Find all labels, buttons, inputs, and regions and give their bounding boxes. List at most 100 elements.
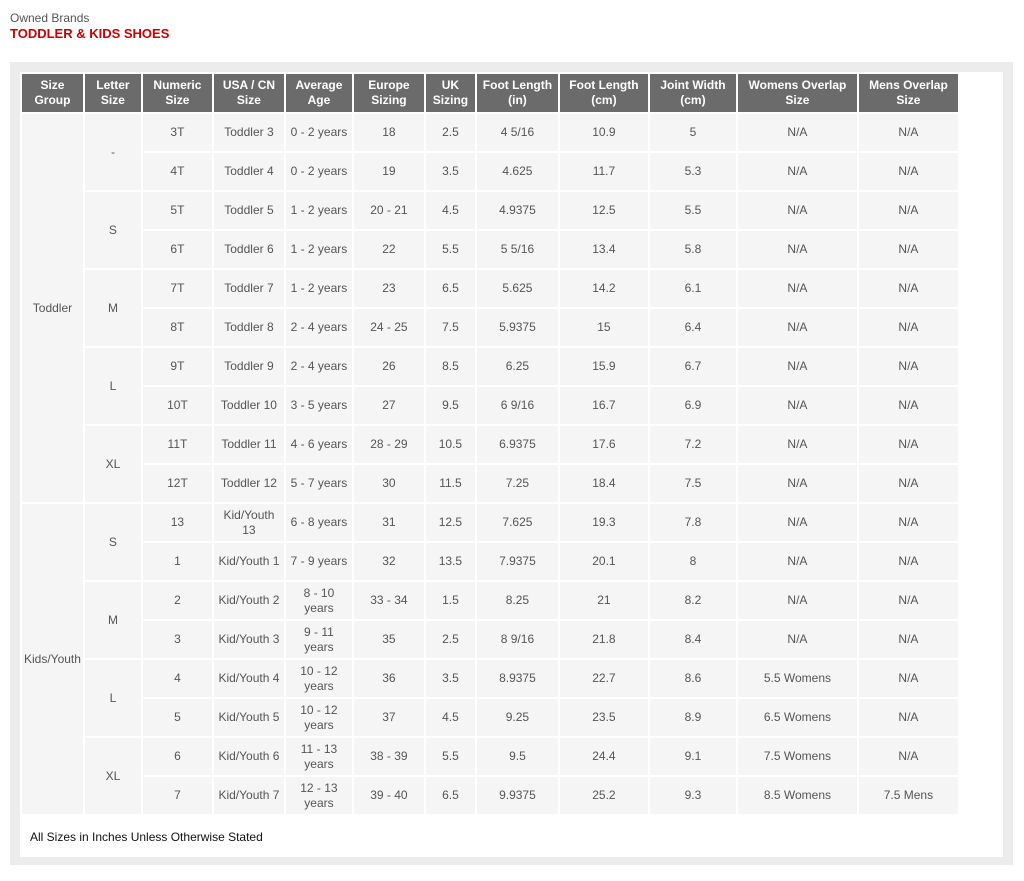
table-cell: N/A	[858, 231, 958, 268]
column-header: Foot Length (cm)	[559, 74, 648, 112]
size-group-cell: Toddler	[22, 114, 83, 502]
table-cell: 7	[142, 777, 212, 814]
table-cell: 0 - 2 years	[285, 153, 352, 190]
table-cell: 10 - 12 years	[285, 660, 352, 697]
table-cell: Kid/Youth 7	[213, 777, 284, 814]
table-cell: N/A	[858, 621, 958, 658]
table-cell: N/A	[858, 699, 958, 736]
table-cell: 25.2	[559, 777, 648, 814]
table-cell: 5.5	[649, 192, 736, 229]
table-cell: 5.9375	[476, 309, 558, 346]
table-cell: N/A	[737, 270, 857, 307]
table-cell: 10.9	[559, 114, 648, 151]
table-cell: 6.4	[649, 309, 736, 346]
table-cell: Toddler 9	[213, 348, 284, 385]
table-cell: 1 - 2 years	[285, 270, 352, 307]
table-cell: 5.5	[425, 738, 475, 775]
table-cell: 5.5	[425, 231, 475, 268]
table-cell: 8.4	[649, 621, 736, 658]
table-cell: 3 - 5 years	[285, 387, 352, 424]
table-cell: 15.9	[559, 348, 648, 385]
table-cell: 21	[559, 582, 648, 619]
table-cell: Toddler 12	[213, 465, 284, 502]
table-cell: 5	[142, 699, 212, 736]
table-cell: N/A	[858, 387, 958, 424]
table-cell: Toddler 5	[213, 192, 284, 229]
column-header: Europe Sizing	[353, 74, 424, 112]
brand-label: Owned Brands	[10, 11, 90, 25]
table-cell: 8 - 10 years	[285, 582, 352, 619]
table-cell: Toddler 10	[213, 387, 284, 424]
table-cell: 5 5/16	[476, 231, 558, 268]
table-cell: 8.9375	[476, 660, 558, 697]
table-cell: 4	[142, 660, 212, 697]
table-cell: 12.5	[425, 504, 475, 541]
letter-size-cell: -	[84, 114, 141, 190]
table-cell: Toddler 6	[213, 231, 284, 268]
table-cell: 4 5/16	[476, 114, 558, 151]
table-cell: 21.8	[559, 621, 648, 658]
table-cell: 9.5	[476, 738, 558, 775]
size-chart-panel: Size Group Letter Size Numeric Size USA / C…	[20, 72, 1003, 857]
table-cell: 11 - 13 years	[285, 738, 352, 775]
table-cell: N/A	[858, 426, 958, 463]
table-cell: 3T	[142, 114, 212, 151]
table-cell: 8	[649, 543, 736, 580]
table-cell: 6 9/16	[476, 387, 558, 424]
table-row: 5 Kid/Youth 5 10 - 12 years 37 4.5 9.25 23.5 8.…	[22, 699, 958, 736]
table-cell: N/A	[858, 309, 958, 346]
table-cell: 6.25	[476, 348, 558, 385]
table-cell: 22	[353, 231, 424, 268]
table-cell: 4T	[142, 153, 212, 190]
table-cell: N/A	[858, 543, 958, 580]
table-cell: 6.7	[649, 348, 736, 385]
table-cell: 35	[353, 621, 424, 658]
table-cell: 9T	[142, 348, 212, 385]
table-cell: 16.7	[559, 387, 648, 424]
column-header: Average Age	[285, 74, 352, 112]
table-cell: 5.625	[476, 270, 558, 307]
table-cell: 5.5 Womens	[737, 660, 857, 697]
table-cell: 5 - 7 years	[285, 465, 352, 502]
table-cell: 7.25	[476, 465, 558, 502]
table-cell: N/A	[858, 738, 958, 775]
table-cell: 38 - 39	[353, 738, 424, 775]
table-cell: 5.8	[649, 231, 736, 268]
table-cell: 6T	[142, 231, 212, 268]
table-cell: N/A	[858, 114, 958, 151]
table-cell: 12 - 13 years	[285, 777, 352, 814]
table-cell: 7.9375	[476, 543, 558, 580]
page-title: TODDLER & KIDS SHOES	[10, 26, 170, 41]
table-cell: N/A	[737, 192, 857, 229]
table-cell: 3	[142, 621, 212, 658]
table-cell: 24 - 25	[353, 309, 424, 346]
table-cell: 9.5	[425, 387, 475, 424]
table-row: XL 11T Toddler 11 4 - 6 years 28 - 29 10.5 6.9…	[22, 426, 958, 502]
table-row: XL 6 Kid/Youth 6 11 - 13 years 38 - 39 5.5 9.5…	[22, 738, 958, 814]
table-cell: 37	[353, 699, 424, 736]
size-chart-table: Size Group Letter Size Numeric Size USA / C…	[20, 72, 960, 816]
table-cell: 31	[353, 504, 424, 541]
table-cell: N/A	[858, 465, 958, 502]
table-cell: 5T	[142, 192, 212, 229]
table-cell: 2.5	[425, 621, 475, 658]
table-cell: 5.3	[649, 153, 736, 190]
table-cell: Kid/Youth 5	[213, 699, 284, 736]
table-cell: N/A	[737, 465, 857, 502]
table-cell: 8.9	[649, 699, 736, 736]
table-cell: 12T	[142, 465, 212, 502]
column-header: USA / CN Size	[213, 74, 284, 112]
letter-size-cell: XL	[84, 738, 141, 814]
table-cell: 15	[559, 309, 648, 346]
table-cell: 1 - 2 years	[285, 231, 352, 268]
table-cell: N/A	[858, 504, 958, 541]
table-cell: 0 - 2 years	[285, 114, 352, 151]
table-cell: 6 - 8 years	[285, 504, 352, 541]
table-cell: 12.5	[559, 192, 648, 229]
table-cell: Toddler 4	[213, 153, 284, 190]
table-cell: 24.4	[559, 738, 648, 775]
table-cell: 4.625	[476, 153, 558, 190]
